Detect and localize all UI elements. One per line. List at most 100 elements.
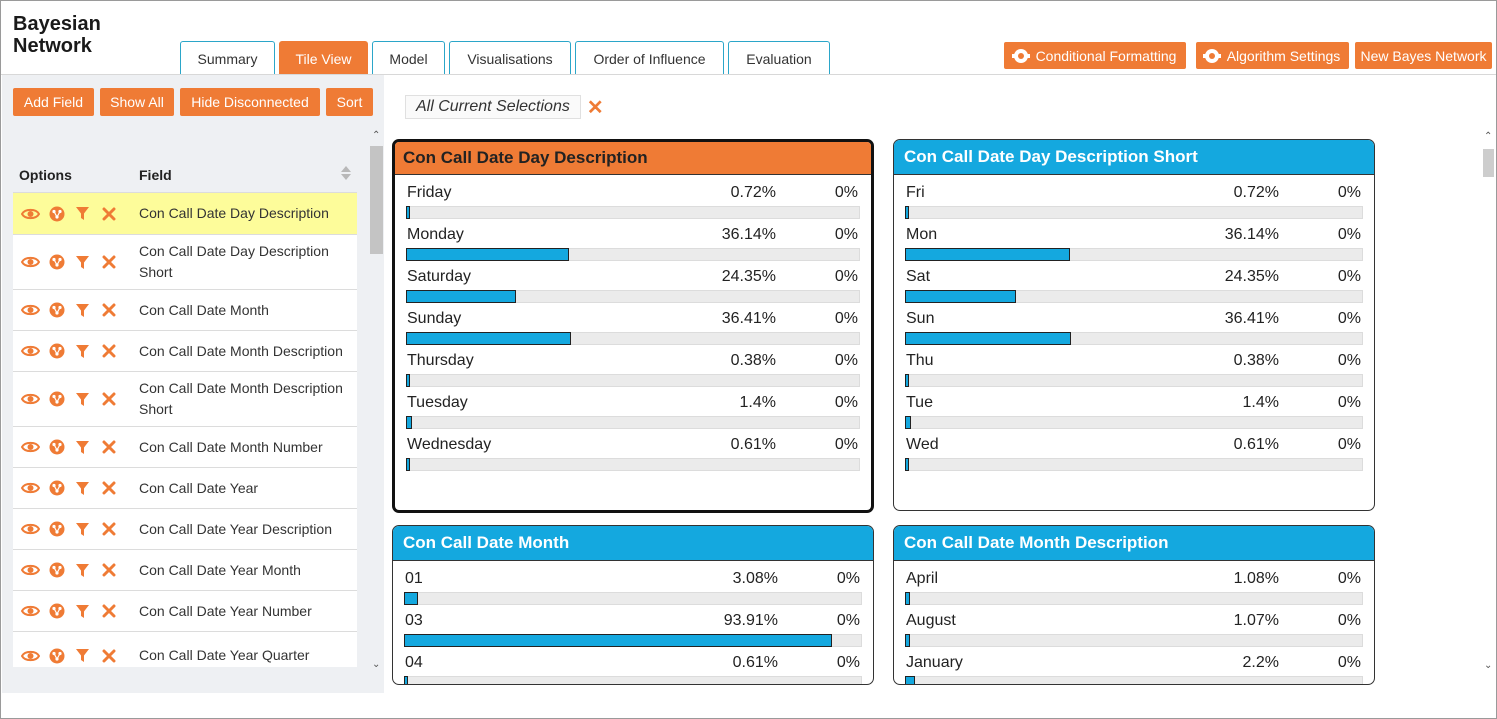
eye-icon[interactable] (21, 520, 40, 539)
probability-bar-track[interactable] (905, 458, 1363, 471)
close-icon[interactable] (99, 390, 118, 409)
filter-icon[interactable] (73, 479, 92, 498)
eye-icon[interactable] (21, 438, 40, 457)
network-node-icon[interactable] (47, 561, 66, 580)
state-row[interactable]: Wednesday 0.61% 0% (406, 431, 860, 473)
state-row[interactable]: Mon 36.14% 0% (905, 221, 1363, 263)
field-row[interactable]: Con Call Date Month Description Short (13, 372, 357, 427)
eye-icon[interactable] (21, 301, 40, 320)
variable-tile[interactable]: Con Call Date Day Description Short Fri 0.… (893, 139, 1375, 511)
probability-bar-track[interactable] (406, 458, 860, 471)
network-node-icon[interactable] (47, 390, 66, 409)
close-icon[interactable] (99, 561, 118, 580)
probability-bar-track[interactable] (905, 592, 1363, 605)
close-icon[interactable] (99, 301, 118, 320)
state-row[interactable]: 04 0.61% 0% (404, 649, 862, 684)
conditional-formatting-button[interactable]: Conditional Formatting (1004, 42, 1186, 69)
close-icon[interactable] (99, 438, 118, 457)
state-row[interactable]: 01 3.08% 0% (404, 565, 862, 607)
filter-icon[interactable] (73, 602, 92, 621)
tile-title[interactable]: Con Call Date Month Description (894, 526, 1374, 561)
probability-bar-track[interactable] (905, 332, 1363, 345)
tab-visualisations[interactable]: Visualisations (449, 41, 571, 75)
probability-bar-track[interactable] (905, 634, 1363, 647)
state-row[interactable]: August 1.07% 0% (905, 607, 1363, 649)
scroll-up-icon[interactable]: ⌃ (372, 130, 381, 141)
probability-bar-track[interactable] (404, 634, 862, 647)
tab-summary[interactable]: Summary (180, 41, 275, 75)
filter-icon[interactable] (73, 301, 92, 320)
new-bayes-network-button[interactable]: New Bayes Network (1355, 42, 1492, 69)
field-row[interactable]: Con Call Date Year Number (13, 591, 357, 632)
field-row[interactable]: Con Call Date Month Number (13, 427, 357, 468)
filter-icon[interactable] (73, 253, 92, 272)
eye-icon[interactable] (21, 646, 40, 665)
sort-button[interactable]: Sort (326, 88, 373, 116)
variable-tile[interactable]: Con Call Date Month 01 3.08% 0% 03 93.91% 0% 04… (392, 525, 874, 685)
close-icon[interactable] (99, 602, 118, 621)
network-node-icon[interactable] (47, 204, 66, 223)
probability-bar-track[interactable] (406, 206, 860, 219)
probability-bar-track[interactable] (406, 374, 860, 387)
state-row[interactable]: Fri 0.72% 0% (905, 179, 1363, 221)
network-node-icon[interactable] (47, 438, 66, 457)
close-icon[interactable] (99, 204, 118, 223)
state-row[interactable]: Tue 1.4% 0% (905, 389, 1363, 431)
field-row[interactable]: Con Call Date Day Description Short (13, 235, 357, 290)
state-row[interactable]: Wed 0.61% 0% (905, 431, 1363, 473)
tile-title[interactable]: Con Call Date Month (393, 526, 873, 561)
tile-title[interactable]: Con Call Date Day Description (395, 142, 871, 175)
state-row[interactable]: Saturday 24.35% 0% (406, 263, 860, 305)
state-row[interactable]: 03 93.91% 0% (404, 607, 862, 649)
network-node-icon[interactable] (47, 479, 66, 498)
field-row[interactable]: Con Call Date Year Month (13, 550, 357, 591)
filter-icon[interactable] (73, 342, 92, 361)
eye-icon[interactable] (21, 602, 40, 621)
close-icon[interactable] (99, 342, 118, 361)
scroll-down-icon[interactable]: ⌄ (1484, 660, 1493, 671)
state-row[interactable]: Thu 0.38% 0% (905, 347, 1363, 389)
filter-icon[interactable] (73, 390, 92, 409)
network-node-icon[interactable] (47, 602, 66, 621)
probability-bar-track[interactable] (905, 416, 1363, 429)
close-icon[interactable] (99, 253, 118, 272)
close-icon[interactable] (99, 479, 118, 498)
eye-icon[interactable] (21, 390, 40, 409)
probability-bar-track[interactable] (406, 416, 860, 429)
state-row[interactable]: Friday 0.72% 0% (406, 179, 860, 221)
scroll-down-icon[interactable]: ⌄ (372, 659, 381, 670)
scrollbar-thumb[interactable] (1483, 149, 1494, 177)
filter-icon[interactable] (73, 204, 92, 223)
network-node-icon[interactable] (47, 520, 66, 539)
state-row[interactable]: Sunday 36.41% 0% (406, 305, 860, 347)
tab-evaluation[interactable]: Evaluation (728, 41, 830, 75)
add-field-button[interactable]: Add Field (13, 88, 94, 116)
sort-arrows-icon[interactable] (341, 166, 351, 182)
filter-icon[interactable] (73, 438, 92, 457)
network-node-icon[interactable] (47, 253, 66, 272)
network-node-icon[interactable] (47, 646, 66, 665)
hide-disconnected-button[interactable]: Hide Disconnected (180, 88, 320, 116)
close-icon[interactable] (99, 520, 118, 539)
probability-bar-track[interactable] (406, 332, 860, 345)
scroll-up-icon[interactable]: ⌃ (1484, 131, 1493, 142)
state-row[interactable]: Monday 36.14% 0% (406, 221, 860, 263)
probability-bar-track[interactable] (905, 290, 1363, 303)
algorithm-settings-button[interactable]: Algorithm Settings (1196, 42, 1349, 69)
scrollbar-thumb[interactable] (370, 146, 383, 254)
eye-icon[interactable] (21, 342, 40, 361)
tab-model[interactable]: Model (372, 41, 445, 75)
tab-tile-view[interactable]: Tile View (279, 41, 368, 75)
probability-bar-track[interactable] (905, 206, 1363, 219)
state-row[interactable]: January 2.2% 0% (905, 649, 1363, 684)
state-row[interactable]: Sat 24.35% 0% (905, 263, 1363, 305)
field-row[interactable]: Con Call Date Year (13, 468, 357, 509)
eye-icon[interactable] (21, 561, 40, 580)
main-scrollbar[interactable]: ⌃ ⌄ (1481, 131, 1496, 671)
show-all-button[interactable]: Show All (100, 88, 174, 116)
field-row[interactable]: Con Call Date Year Description (13, 509, 357, 550)
probability-bar-track[interactable] (905, 374, 1363, 387)
field-row[interactable]: Con Call Date Month Description (13, 331, 357, 372)
probability-bar-track[interactable] (406, 290, 860, 303)
eye-icon[interactable] (21, 479, 40, 498)
